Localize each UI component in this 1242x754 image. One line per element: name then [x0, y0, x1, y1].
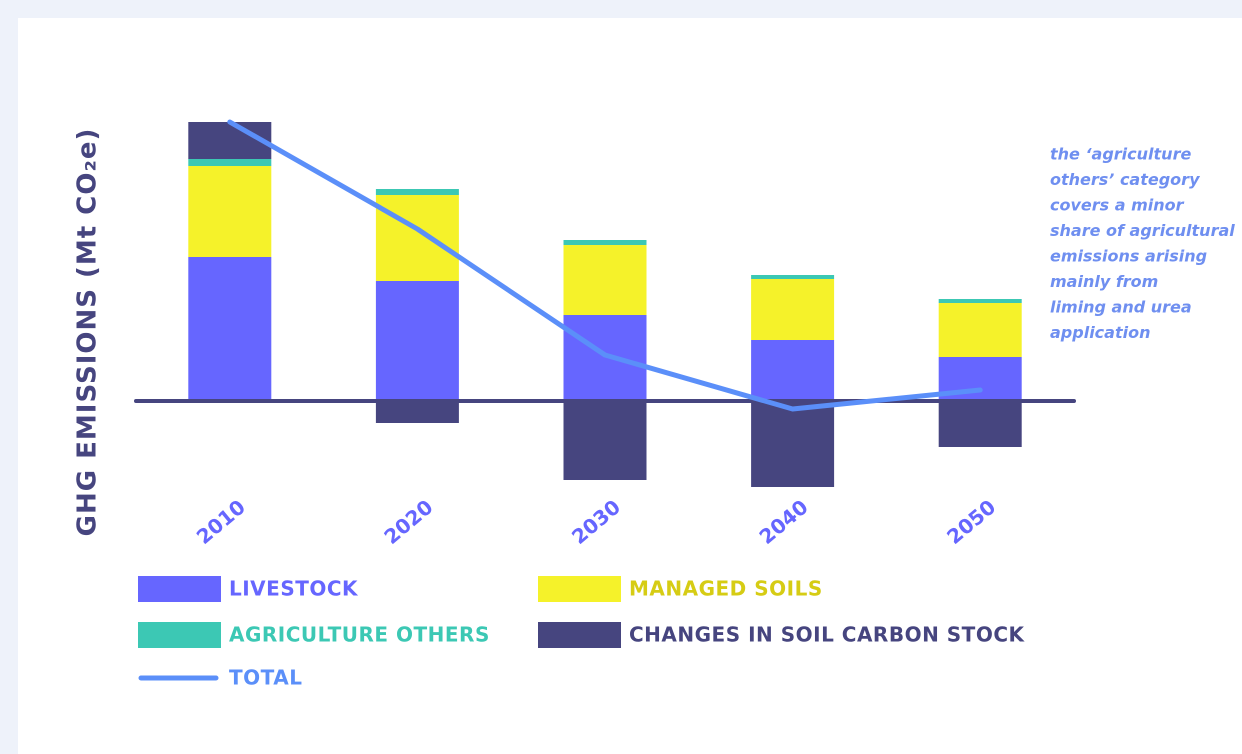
bar-segment [375, 195, 459, 281]
legend-label: TOTAL [229, 666, 302, 690]
bar-segment [375, 401, 459, 423]
annotation: covers a minor [1050, 196, 1185, 215]
bar-segment [751, 279, 835, 340]
bar-segment [375, 281, 459, 401]
bar-segment [938, 401, 1022, 447]
bar-segment [751, 401, 835, 487]
legend-swatch [538, 622, 621, 648]
bar-segment [563, 315, 647, 401]
annotation: others’ category [1050, 170, 1200, 189]
legend-label: LIVESTOCK [229, 577, 359, 601]
legend-label: CHANGES IN SOIL CARBON STOCK [629, 623, 1026, 647]
total-line [227, 119, 983, 412]
annotation: the ‘agriculture [1050, 145, 1191, 164]
bar-segment [563, 401, 647, 480]
legend-swatch [138, 622, 221, 648]
bar-segment [188, 257, 272, 401]
bar-segment [938, 299, 1022, 303]
annotation: emissions arising [1050, 247, 1207, 266]
y-axis-label: GHG EMISSIONS (Mt CO₂e) [73, 128, 103, 537]
bar-segment [375, 189, 459, 195]
annotation: share of agricultural [1050, 221, 1235, 240]
legend-label: MANAGED SOILS [629, 577, 823, 601]
bar-segment [751, 340, 835, 401]
bar-segment [938, 303, 1022, 357]
annotation: application [1050, 323, 1150, 342]
bar-segment [751, 275, 835, 279]
annotation: mainly from [1050, 272, 1158, 291]
bar-segment [563, 240, 647, 245]
legend-swatch [538, 576, 621, 602]
annotation: liming and urea [1050, 298, 1192, 317]
bar-segment [188, 166, 272, 257]
bar-segment [188, 159, 272, 166]
bar-segment [563, 245, 647, 315]
legend-label: AGRICULTURE OTHERS [229, 623, 490, 647]
legend-swatch [138, 576, 221, 602]
